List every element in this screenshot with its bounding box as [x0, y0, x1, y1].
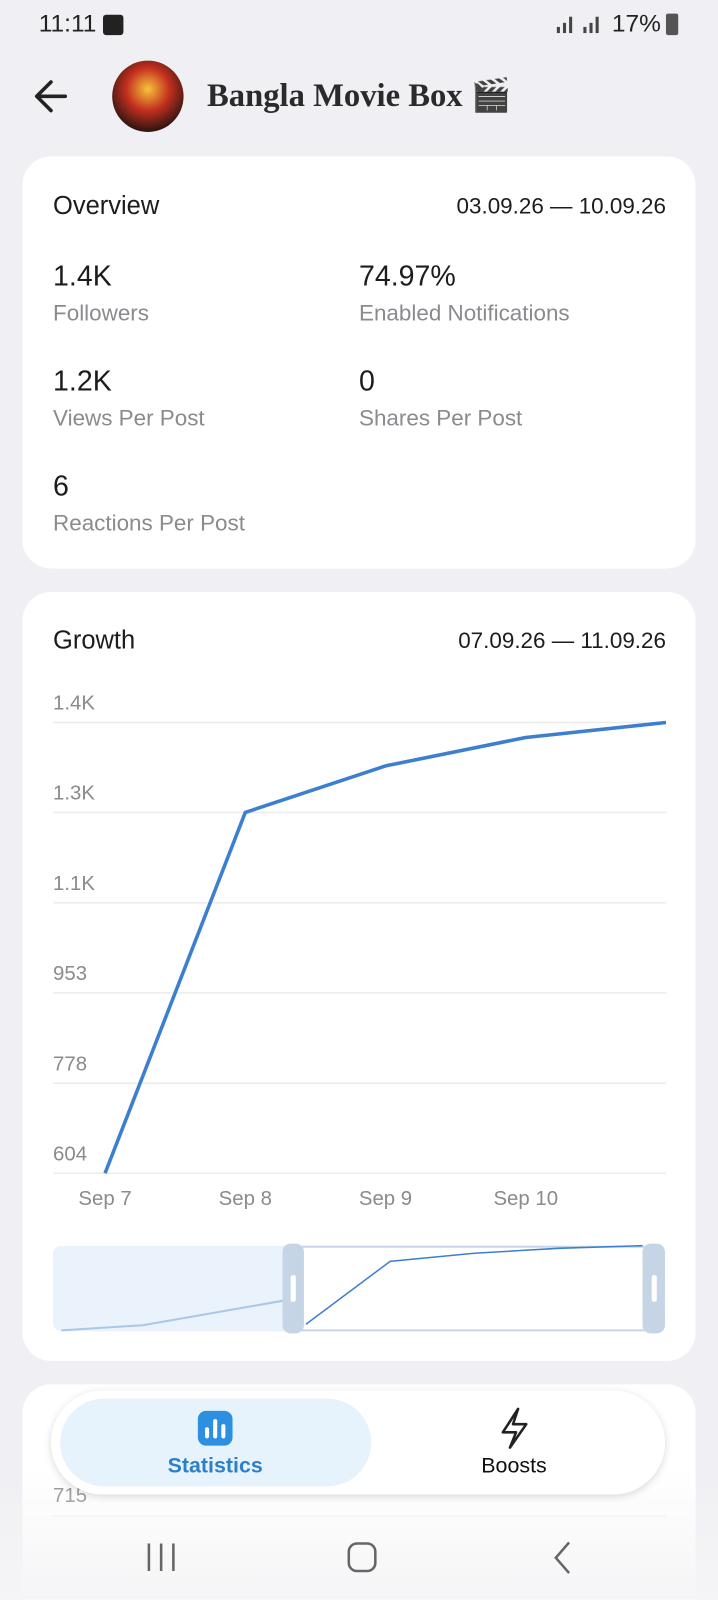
channel-avatar [112, 60, 184, 132]
x-tick-label: Sep 9 [359, 1188, 412, 1210]
navigator-history [61, 1295, 307, 1332]
growth-card [22, 591, 696, 1361]
y-tick-label: 1.3K [53, 782, 95, 804]
stat-value: 1.2K [53, 365, 112, 397]
status-time: 11:11 [39, 10, 97, 37]
y-tick-label: 604 [53, 1143, 87, 1165]
y-tick-label: 1.1K [53, 873, 95, 895]
channel-title: Bangla Movie Box 🎬 [207, 76, 511, 114]
overview-dates: 03.09.26 — 10.09.26 [457, 193, 666, 218]
stat-label: Reactions Per Post [53, 511, 246, 536]
x-tick-label: Sep 7 [78, 1188, 131, 1210]
stat-value: 0 [359, 365, 375, 397]
stat-value: 74.97% [359, 260, 456, 292]
series-line [103, 720, 667, 1174]
battery-icon [665, 13, 679, 36]
statistics-icon-bars [204, 1419, 226, 1439]
home-button[interactable] [347, 1542, 377, 1573]
boosts-icon [501, 1407, 528, 1449]
tab-label: Boosts [481, 1454, 546, 1478]
navigator-window[interactable] [301, 1245, 645, 1332]
navigator-line [305, 1244, 643, 1325]
y-tick-label: 1.4K [53, 693, 95, 715]
x-tick-label: Sep 10 [493, 1188, 558, 1210]
stat-label: Followers [53, 300, 149, 325]
recents-button[interactable] [147, 1543, 175, 1572]
stats-grid: 1.4K Followers 74.97% Enabled Notifications… [53, 260, 570, 535]
growth-chart: 604 778 953 1.1K 1.3K 1.4K Sep 7 Sep 8 Sep 9 Sep … [53, 693, 667, 1210]
y-tick-label: 778 [53, 1053, 87, 1075]
growth-title: Growth [53, 627, 135, 655]
handle-grip [651, 1275, 657, 1302]
stat-value: 6 [53, 470, 69, 502]
x-tick-label: Sep 8 [219, 1188, 272, 1210]
handle-grip [290, 1275, 296, 1302]
growth-dates: 07.09.26 — 11.09.26 [458, 628, 666, 653]
stat-label: Views Per Post [53, 406, 205, 431]
overview-title: Overview [53, 192, 160, 220]
overview-card [22, 156, 696, 569]
y-tick-label: 953 [53, 963, 87, 985]
status-battery: 17% [612, 10, 661, 37]
signal-icons [556, 16, 599, 34]
stat-label: Shares Per Post [359, 406, 523, 431]
tab-label: Statistics [168, 1454, 263, 1478]
stat-value: 1.4K [53, 260, 112, 292]
status-icon [103, 14, 124, 36]
stat-label: Enabled Notifications [359, 300, 570, 325]
back-button[interactable] [34, 80, 68, 113]
navigator-series [305, 1244, 643, 1325]
back-nav-button[interactable] [554, 1541, 571, 1574]
